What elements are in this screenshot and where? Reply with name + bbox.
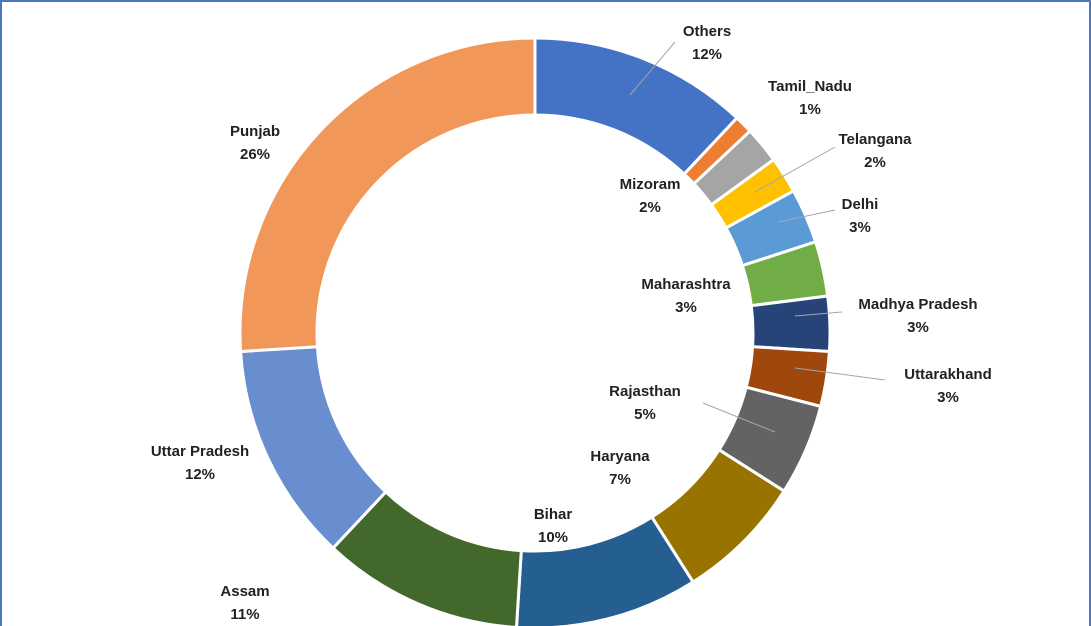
- slice-label: Madhya Pradesh: [858, 296, 977, 313]
- slice-value-label: 1%: [799, 101, 821, 118]
- slice-value-label: 26%: [240, 146, 270, 163]
- slice-label: Rajasthan: [609, 383, 681, 400]
- slice-value-label: 11%: [230, 606, 259, 623]
- slice-label: Punjab: [230, 123, 280, 140]
- slice-value-label: 7%: [609, 471, 631, 488]
- slice-label: Haryana: [590, 448, 650, 465]
- slice-label: Assam: [220, 583, 269, 600]
- slice-label: Mizoram: [620, 176, 681, 193]
- slice-value-label: 12%: [692, 46, 722, 63]
- slice-value-label: 2%: [864, 154, 886, 171]
- slice-value-label: 10%: [538, 529, 568, 546]
- slice-label: Uttar Pradesh: [151, 443, 249, 460]
- leader-line: [702, 402, 776, 433]
- slice-label: Maharashtra: [641, 276, 731, 293]
- slice-label: Others: [683, 23, 731, 40]
- donut-slice: [238, 36, 537, 354]
- slice-label: Uttarakhand: [904, 366, 992, 383]
- slice-value-label: 3%: [675, 299, 697, 316]
- slice-value-label: 2%: [639, 199, 661, 216]
- slice-value-label: 3%: [849, 219, 871, 236]
- slice-label: Bihar: [534, 506, 573, 523]
- leader-line: [794, 311, 843, 317]
- leader-line: [794, 367, 886, 381]
- leader-line: [754, 146, 836, 193]
- slice-value-label: 3%: [907, 319, 929, 336]
- slice-value-label: 12%: [185, 466, 215, 483]
- leader-line: [777, 209, 836, 223]
- leader-line: [629, 41, 676, 96]
- slice-label: Tamil_Nadu: [768, 78, 852, 95]
- slice-value-label: 3%: [937, 389, 959, 406]
- slice-value-label: 5%: [634, 406, 656, 423]
- slice-label: Delhi: [842, 196, 879, 213]
- slice-label: Telangana: [838, 131, 912, 148]
- donut-slice: [749, 294, 832, 354]
